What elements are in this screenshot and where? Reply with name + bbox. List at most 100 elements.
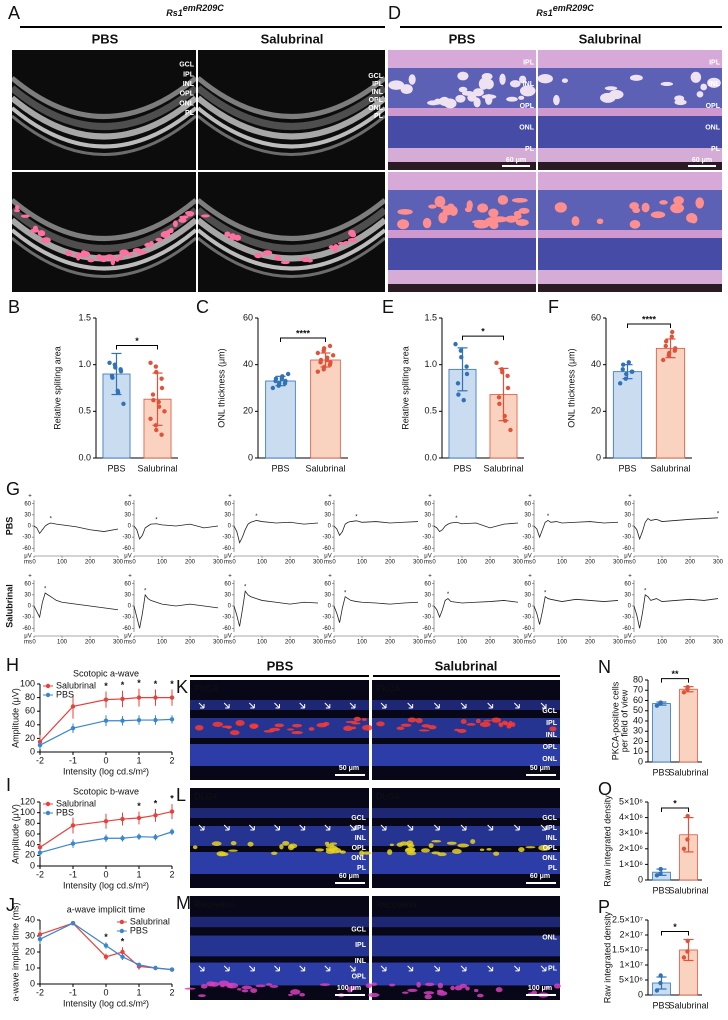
cavity-highlight (690, 214, 698, 224)
data-point (169, 967, 175, 972)
y-tick-label: -30 (422, 615, 431, 621)
y-tick-label: 60 (424, 581, 431, 587)
layer-label: OPL (180, 91, 195, 98)
pl-band (538, 270, 722, 284)
arrow (380, 824, 387, 831)
scale-bar-label: 50 μm (339, 765, 359, 772)
y-tick-label: 2×10⁷ (619, 929, 643, 939)
data-point (660, 357, 666, 363)
oct-layer (198, 217, 385, 262)
stain-signal (219, 852, 229, 857)
y-tick-label: 80 (25, 818, 35, 828)
significance-bracket (661, 807, 689, 813)
column-header: PBS (267, 658, 294, 673)
data-point (153, 813, 158, 818)
x-tick-label: 100 (157, 640, 168, 646)
peak-marker: * (547, 514, 550, 520)
data-point (115, 390, 121, 395)
cavity-highlight (659, 200, 668, 205)
data-point (280, 374, 285, 379)
data-point (70, 921, 76, 926)
significance-label: * (104, 681, 108, 691)
data-point (120, 718, 125, 723)
y-tick-label: 80 (25, 692, 35, 702)
stain-signal (195, 724, 204, 731)
stain-signal (362, 724, 373, 731)
y-tick-label: 60 (424, 501, 431, 507)
scale-bar-label: 60 μm (692, 157, 712, 164)
legend-label: Salubrinal (56, 798, 96, 808)
data-point (496, 395, 502, 400)
cavity (509, 80, 521, 88)
x-unit: ms (124, 560, 132, 566)
stain-signal (493, 851, 500, 856)
y-tick-label: -30 (222, 615, 231, 621)
y-tick-label: 0 (128, 524, 132, 530)
oct-layer (198, 207, 385, 252)
nuclei-onl (372, 852, 560, 874)
y-tick-label: 60 (624, 581, 631, 587)
stain-signal (351, 722, 361, 725)
x-tick-label: Salubrinal (305, 463, 345, 473)
y-tick-label: -60 (522, 546, 531, 552)
x-tick-label: 200 (585, 560, 596, 566)
layer-label: ONL (542, 855, 558, 862)
scale-bar-label: 60 μm (506, 157, 526, 164)
nuclei-onl (190, 744, 369, 766)
schisis-cavity (29, 228, 40, 233)
scale-bar-label: 60 μm (339, 873, 359, 880)
x-tick-label: PBS (652, 885, 670, 895)
cavity-highlight (641, 202, 650, 213)
allele: emR209C (553, 3, 595, 13)
schisis-cavity (104, 254, 115, 260)
stain-signal (389, 843, 394, 847)
data-point (103, 943, 109, 948)
y-tick-label: 40 (25, 914, 35, 924)
cavity (400, 84, 413, 95)
y-tick-label: 0.5 (424, 406, 437, 416)
y-tick-label: 2.5×10⁷ (612, 914, 643, 924)
x-tick-label: Salubrinal (650, 463, 690, 473)
arrow (223, 702, 230, 709)
cavity-highlight (650, 211, 666, 219)
stain-signal (423, 991, 435, 995)
cavity-highlight (629, 219, 641, 229)
data-point (456, 392, 461, 397)
x-tick-label: 0 (332, 560, 336, 566)
y-tick-label: 120 (20, 796, 35, 806)
y-axis-label: Amplitude (μV) (10, 688, 20, 748)
stain-signal (315, 848, 324, 852)
data-point (654, 703, 660, 708)
y-tick-label: -60 (122, 546, 131, 552)
x-tick-label: 0 (332, 640, 336, 646)
data-point (621, 362, 626, 367)
x-tick-label: 200 (285, 560, 296, 566)
layer-label: GCL (351, 927, 367, 934)
peak-marker: * (255, 514, 258, 520)
arrow (274, 965, 280, 972)
data-point (154, 427, 159, 433)
nuclei-inl (190, 935, 369, 957)
gcl-band (190, 808, 369, 818)
panel-letter: K (176, 677, 188, 697)
oct-layer (198, 236, 385, 278)
y-tick-label: 30 (524, 512, 531, 518)
y-tick-label: 30 (324, 592, 331, 598)
data-point (153, 695, 158, 700)
data-point (37, 937, 43, 942)
oct-layer (198, 95, 385, 140)
data-point (103, 697, 109, 702)
stain-signal (431, 839, 442, 843)
nuclei-inl (372, 935, 560, 957)
schisis-cavity (128, 252, 134, 257)
data-point (120, 696, 125, 702)
data-point (37, 850, 43, 855)
schisis-cavity (184, 211, 194, 215)
panel-letter: B (8, 297, 20, 317)
schisis-cavity (14, 209, 20, 213)
cavity (388, 80, 405, 90)
opl-band (538, 230, 722, 238)
data-point (673, 346, 678, 351)
oct-layer (12, 106, 196, 149)
y-tick-label: 1.0 (78, 359, 91, 369)
